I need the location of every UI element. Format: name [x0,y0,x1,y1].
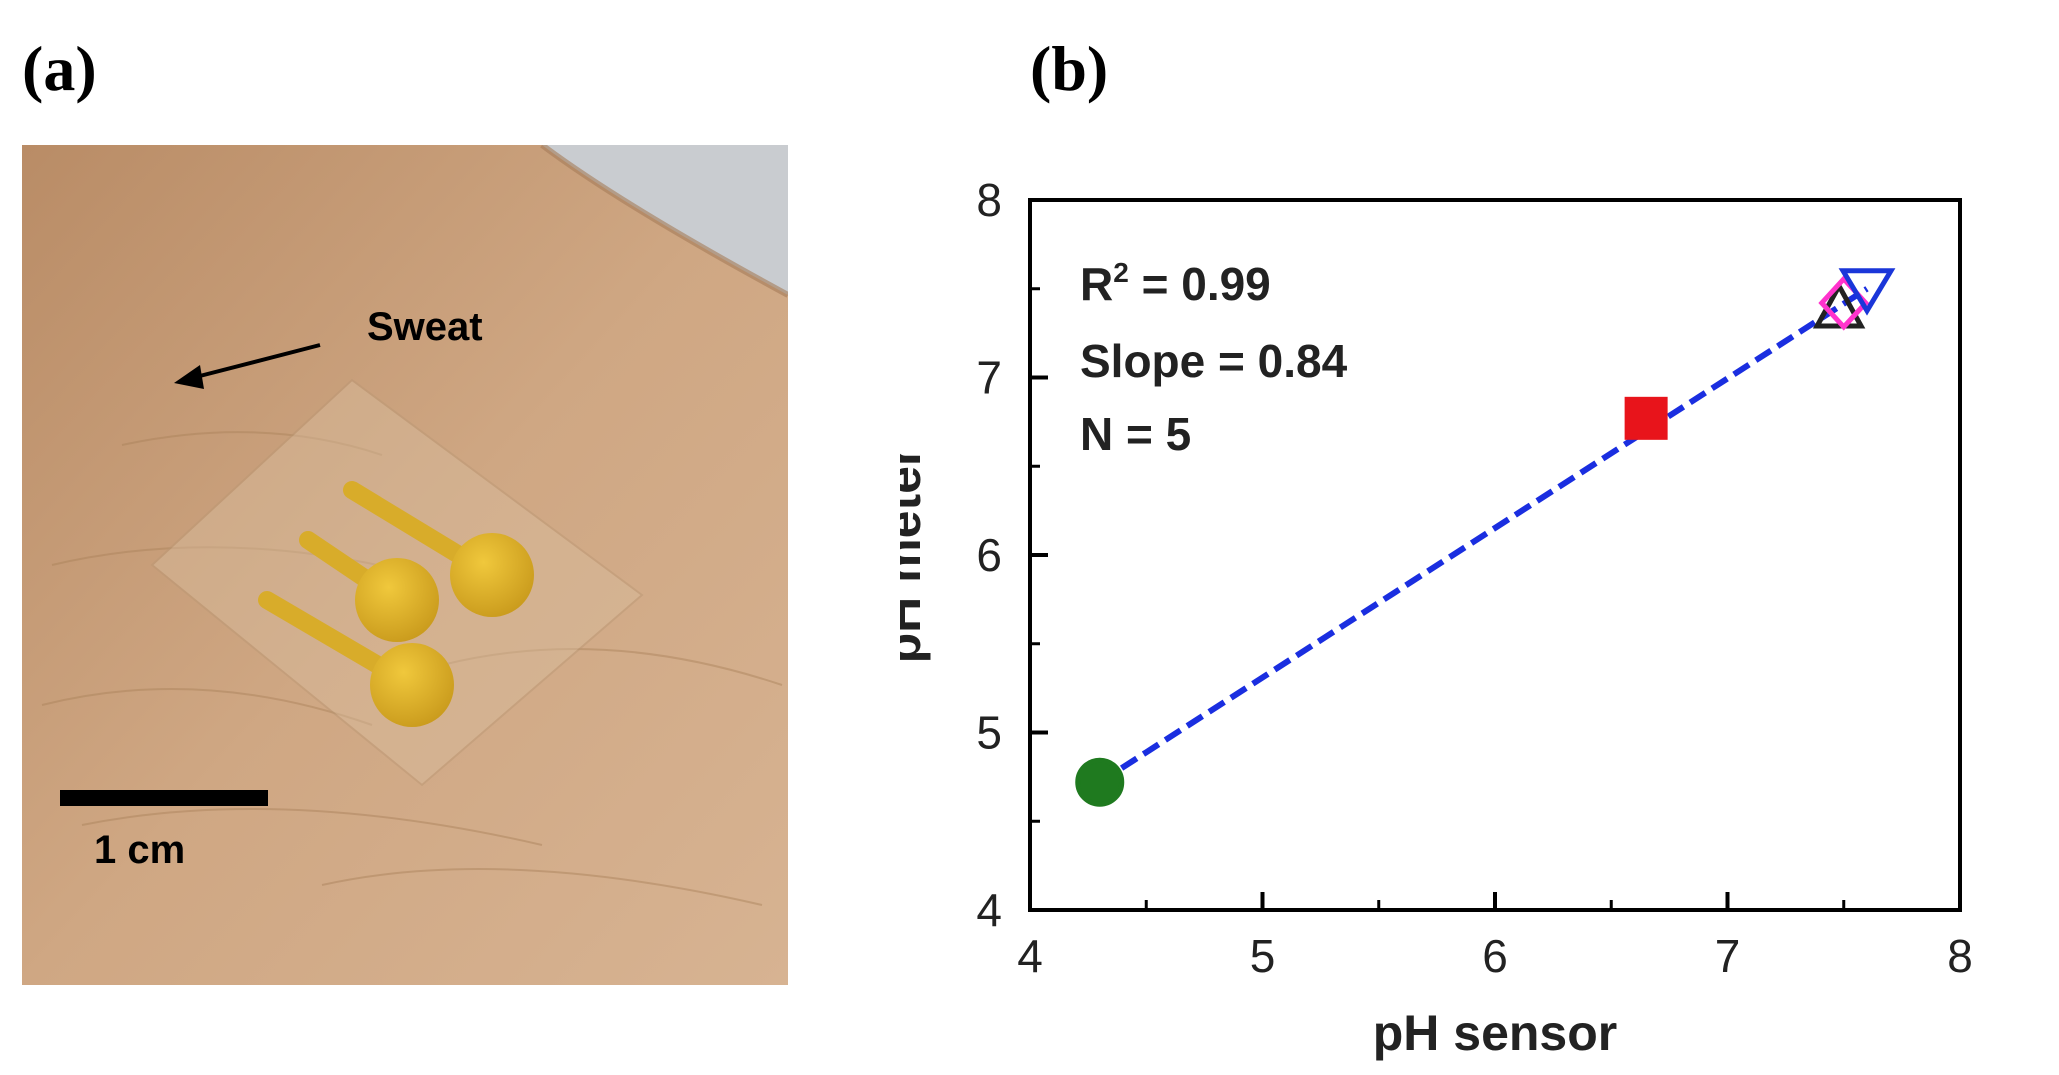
marker-up-triangle [1812,280,1866,329]
scale-bar-label: 1 cm [94,828,185,872]
n-annotation: N = 5 [1080,408,1191,460]
electrode-pad-2 [355,558,439,642]
r-squared-sup: 2 [1113,257,1129,288]
sensor-photo-svg: Sweat 1 cm [22,145,788,985]
marker-square [1624,396,1668,440]
x-tick-label: 6 [1482,930,1508,982]
y-axis-label: pH meter [900,447,931,664]
electrode-pads [258,481,534,727]
x-axis-label: pH sensor [1373,1005,1618,1061]
r-squared-value: = 0.99 [1129,258,1271,310]
y-tick-label: 7 [976,352,1002,404]
fit-line-group [1098,286,1869,785]
x-tick-label: 5 [1250,930,1276,982]
electrode-pad-3 [370,643,454,727]
skin-texture [41,431,783,906]
data-markers [1075,268,1896,807]
sweat-label: Sweat [367,305,483,349]
scale-bar [60,790,268,806]
r-squared-annotation: R2 = 0.99 [1080,257,1271,310]
marker-circle [1075,757,1125,807]
x-tick-label: 8 [1947,930,1973,982]
r-squared-prefix: R [1080,258,1113,310]
y-tick-label: 8 [976,174,1002,226]
arm-edge [540,145,788,298]
x-tick-label: 4 [1017,930,1043,982]
axis-ticks: 4 5 6 7 8 4 5 6 7 8 [976,174,1972,982]
sensor-photo: Sweat 1 cm [22,145,788,985]
sweat-arrow [174,343,321,389]
marker-down-triangle [1838,268,1896,316]
y-tick-label: 4 [976,884,1002,936]
x-tick-label: 7 [1715,930,1741,982]
panel-a-label: (a) [22,33,97,104]
slope-annotation: Slope = 0.84 [1080,335,1348,387]
y-tick-label: 6 [976,529,1002,581]
panel-b-label: (b) [1030,33,1109,104]
y-tick-label: 5 [976,707,1002,759]
electrode-pad-1 [450,533,534,617]
fit-line [1098,286,1869,785]
